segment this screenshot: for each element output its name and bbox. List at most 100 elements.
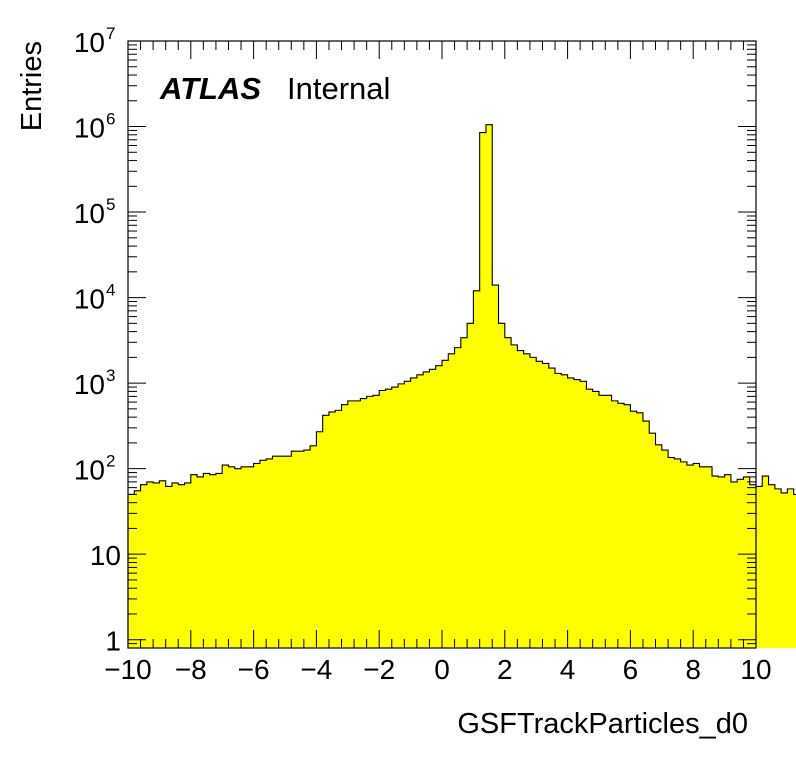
histogram-bin [705,466,713,648]
histogram-bin [454,347,462,648]
histogram-bin [762,476,769,648]
y-tick-label: 10 [74,455,105,486]
histogram-bin [241,466,248,648]
histogram-bin [642,421,650,648]
histogram-bin [781,492,788,648]
histogram-bin [310,445,317,648]
histogram-bin [743,476,751,648]
histogram-bin [259,460,267,648]
y-tick-exponent: 4 [106,281,115,300]
histogram-bin [573,379,581,648]
x-tick-label: −2 [363,654,395,685]
histogram-bin [435,365,443,648]
y-tick-exponent: 3 [106,366,115,385]
histogram-bin [404,381,411,648]
y-tick-label: 1 [105,626,121,657]
experiment-label: ATLAS [159,71,261,106]
histogram-bin [253,463,261,648]
histogram-bin [542,363,550,648]
histogram-bin [655,444,663,648]
y-tick-label: 10 [74,369,105,400]
status-label: Internal [287,71,390,106]
histogram-bin [165,486,173,648]
histogram-bin [611,400,619,648]
x-tick-label: 4 [560,654,576,685]
histogram-bin [228,466,236,648]
x-tick-label: −6 [238,654,270,685]
y-tick-exponent: 7 [106,24,115,43]
histogram-bin [787,488,795,648]
x-tick-labels: −10 −8 −6 −4 −2 0 2 4 6 8 10 [104,654,771,685]
histogram-bin [215,473,223,648]
histogram-bin [617,403,625,648]
histogram-bin [322,415,330,648]
histogram-bin [636,412,644,648]
x-tick-label: 2 [497,654,513,685]
histogram-bin [624,404,631,648]
histogram-bin [209,474,217,648]
histogram-bin [599,395,606,648]
histogram-bin [366,396,374,648]
histogram-bin [372,395,380,648]
histogram-bin [335,410,342,648]
histogram-outline [127,124,796,648]
histogram-bin [297,451,305,648]
y-tick-label: 10 [74,284,105,315]
histogram-bin [134,490,141,648]
y-tick-label: 10 [74,27,105,58]
histogram-bin [379,390,386,648]
histogram-bin [354,400,361,648]
histogram-bin [561,374,568,648]
histogram-bin [285,456,292,648]
histogram-bin [756,486,763,648]
histogram-bin [410,377,418,648]
x-tick-label: 6 [623,654,639,685]
histogram-bin [730,481,738,648]
histogram-bin [699,466,707,648]
histogram-bin [567,377,575,648]
histogram-bin [479,132,487,648]
histogram-bin [398,383,405,648]
histogram-bin [473,290,481,648]
histogram-bin [153,482,160,648]
histogram-bin [391,387,399,648]
histogram-bin [718,476,725,648]
histogram-bin [303,450,311,648]
histogram-bin [222,465,229,648]
y-tick-label: 10 [74,113,105,144]
histogram-bin [429,369,437,648]
histogram-bin [517,350,525,648]
histogram-bin [416,374,424,648]
histogram-bin [686,465,694,648]
histogram-bin [649,433,656,648]
histogram-bin [605,395,612,648]
histogram-bin [492,285,499,648]
histogram-bin [360,398,368,648]
histogram-bin [247,466,254,648]
histogram-bin [693,463,700,648]
histogram-bin [234,468,242,648]
histogram-bin [316,431,324,648]
x-tick-label: 10 [740,654,771,685]
histogram-bars [127,124,796,649]
histogram-bin [423,371,430,648]
y-tick-label: 10 [90,540,121,571]
histogram-bin [190,474,198,648]
histogram-bin [580,381,587,648]
histogram-bin [555,373,562,648]
y-axis-label: Entries [16,41,48,131]
histogram-bin [586,389,594,648]
histogram-bin [630,411,638,648]
histogram-bin [774,488,782,648]
histogram-bin [529,357,537,648]
y-tick-exponent: 5 [106,195,115,214]
x-tick-label: 0 [434,654,450,685]
histogram-bin [668,457,675,648]
y-tick-label: 10 [74,198,105,229]
histogram-bin [146,481,154,648]
histogram-bin [159,480,167,648]
histogram-bin [523,353,531,648]
histogram-bin [749,484,757,648]
